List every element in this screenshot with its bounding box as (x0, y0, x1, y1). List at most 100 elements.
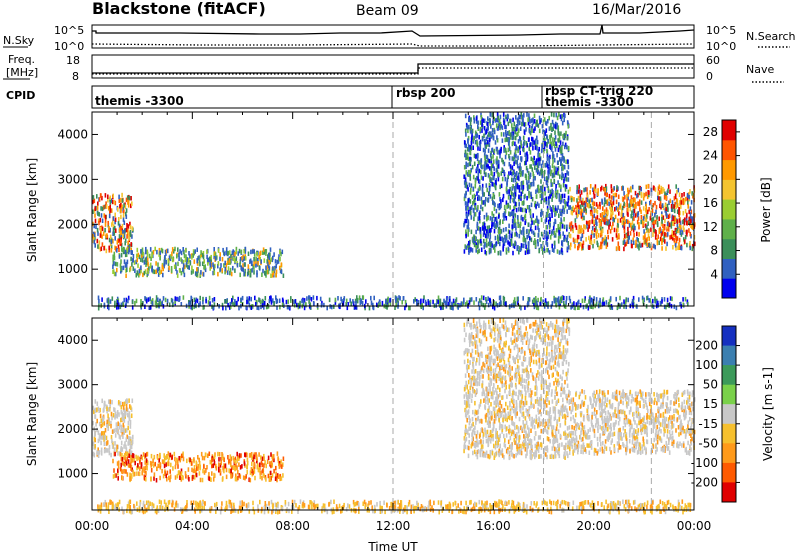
power-cell-4 (599, 225, 602, 231)
power-cell-2 (260, 304, 262, 310)
power-cell-3 (520, 112, 523, 117)
power-cell-2 (409, 305, 411, 311)
power-cell-3 (476, 156, 479, 161)
power-cell-1 (164, 255, 166, 260)
power-cell-4 (676, 219, 679, 224)
power-cell-3 (467, 162, 469, 168)
power-cell-0 (98, 212, 100, 217)
power-cell-3 (476, 191, 478, 196)
power-cell-4 (603, 197, 606, 202)
velocity-cell-1 (174, 475, 177, 480)
velocity-cell-0 (125, 437, 128, 442)
power-cell-3 (495, 224, 497, 230)
power-cell-3 (548, 219, 550, 225)
power-cell-4 (604, 191, 606, 196)
power-cell-2 (555, 297, 557, 302)
velocity-cell-1 (123, 452, 126, 458)
power-cell-3 (483, 215, 486, 220)
power-cell-3 (483, 238, 485, 244)
power-cell-3 (556, 122, 559, 128)
velocity-cell-1 (252, 457, 254, 462)
power-cell-3 (493, 159, 495, 164)
power-cell-4 (601, 216, 603, 221)
power-cell-1 (219, 256, 221, 262)
power-cell-3 (519, 162, 521, 168)
power-cell-4 (621, 205, 624, 211)
power-cell-2 (310, 297, 313, 302)
power-cell-2 (381, 300, 384, 306)
power-cell-4 (584, 187, 587, 192)
power-cell-4 (672, 204, 675, 209)
power-cell-1 (125, 252, 128, 257)
power-cell-3 (509, 132, 512, 137)
power-cell-0 (125, 214, 128, 219)
velocity-cell-0 (92, 420, 94, 426)
power-cell-3 (558, 229, 560, 235)
power-cell-2 (352, 299, 354, 304)
velocity-cell-1 (167, 458, 170, 464)
power-cell-2 (675, 305, 678, 311)
power-cell-2 (125, 297, 128, 303)
power-cell-3 (511, 156, 514, 161)
power-cell-3 (532, 181, 535, 187)
power-cell-1 (225, 247, 228, 252)
velocity-cell-1 (125, 461, 128, 466)
power-cell-3 (562, 182, 565, 188)
power-cell-4 (645, 184, 648, 190)
power-cell-3 (545, 120, 547, 126)
power-cell-2 (281, 297, 284, 303)
power-cell-1 (247, 264, 250, 269)
velocity-cell-2 (290, 504, 293, 510)
power-cell-3 (559, 146, 561, 152)
power-cell-0 (123, 220, 126, 225)
power-cell-4 (657, 195, 659, 200)
power-cell-3 (509, 170, 512, 176)
velocity-cell-0 (114, 407, 116, 413)
power-cell-3 (533, 220, 535, 225)
power-cell-3 (473, 216, 475, 222)
power-cell-3 (463, 140, 466, 145)
velocity-cell-1 (151, 461, 153, 466)
power-cell-2 (174, 296, 177, 301)
power-cell-0 (105, 248, 108, 254)
power-cell-1 (168, 255, 171, 260)
power-cell-4 (594, 184, 597, 189)
velocity-cell-1 (229, 454, 232, 459)
power-cell-1 (256, 252, 258, 257)
power-cell-3 (557, 205, 559, 210)
power-cell-1 (268, 252, 270, 258)
power-cell-4 (689, 241, 691, 246)
power-cell-3 (493, 129, 496, 135)
power-cell-4 (679, 220, 682, 225)
power-cell-3 (563, 178, 565, 183)
power-cell-2 (194, 303, 196, 308)
power-cell-4 (575, 210, 578, 215)
velocity-cell-2 (623, 504, 626, 509)
velocity-cell-1 (135, 454, 137, 460)
power-cell-1 (227, 251, 229, 256)
velocity-cell-1 (172, 466, 174, 471)
power-cell-4 (589, 203, 592, 209)
power-cell-3 (488, 166, 491, 171)
power-cell-3 (480, 169, 482, 175)
power-cell-3 (552, 173, 554, 179)
power-cell-3 (547, 164, 549, 169)
power-cell-4 (691, 246, 694, 251)
power-cell-4 (576, 189, 578, 195)
velocity-cell-2 (243, 501, 245, 507)
power-cell-3 (513, 198, 515, 204)
velocity-cell-1 (197, 466, 199, 471)
velocity-cell-2 (533, 501, 535, 506)
velocity-cell-0 (92, 405, 95, 411)
power-cell-3 (549, 205, 551, 210)
power-cell-4 (639, 207, 641, 212)
power-cell-3 (565, 177, 568, 182)
freq-panel-frame (91, 54, 695, 79)
power-cell-3 (491, 112, 494, 118)
power-cell-3 (468, 161, 471, 167)
velocity-cell-2 (511, 499, 514, 505)
power-cell-1 (191, 255, 193, 260)
power-cell-3 (514, 218, 516, 223)
power-cell-0 (108, 237, 111, 243)
power-cell-1 (255, 263, 257, 268)
